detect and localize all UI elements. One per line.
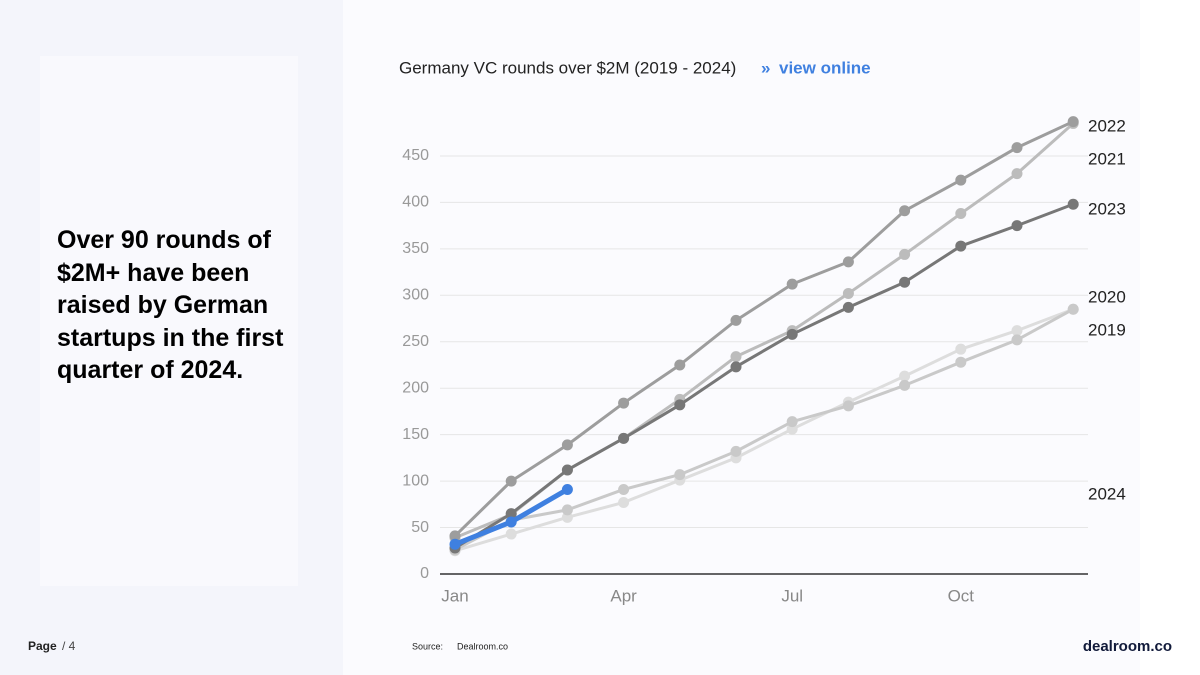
y-tick-label: 0	[420, 565, 429, 582]
point	[842, 400, 854, 412]
point	[955, 356, 967, 368]
side-panel	[0, 0, 343, 675]
x-tick-label: Oct	[948, 586, 975, 605]
point	[786, 278, 798, 290]
point	[1067, 116, 1079, 128]
point	[955, 343, 967, 355]
point	[899, 248, 911, 260]
point	[786, 328, 798, 340]
point	[1011, 168, 1023, 180]
point	[505, 528, 517, 540]
logo: dealroom.co	[1083, 638, 1172, 655]
point	[730, 351, 742, 363]
x-tick-label: Jul	[781, 586, 803, 605]
series-line	[454, 307, 1074, 552]
point	[674, 399, 686, 411]
y-tick-label: 50	[411, 519, 429, 536]
point	[786, 416, 798, 428]
point	[1011, 325, 1023, 337]
series-label: 2020	[1088, 287, 1126, 306]
series-line	[454, 202, 1074, 550]
point	[730, 314, 742, 326]
point	[955, 208, 967, 220]
point	[449, 530, 461, 542]
x-tick-label: Jan	[441, 586, 468, 605]
point	[674, 359, 686, 371]
series-label: 2019	[1088, 320, 1126, 339]
y-tick-label: 450	[402, 147, 429, 164]
point	[561, 439, 573, 451]
point	[1067, 303, 1079, 315]
point	[899, 205, 911, 217]
chart-title: Germany VC rounds over $2M (2019 - 2024)	[399, 58, 736, 77]
link-marker: »	[761, 58, 770, 77]
y-tick-label: 150	[402, 426, 429, 443]
series-label: 2021	[1088, 149, 1126, 168]
point	[505, 508, 517, 520]
point	[899, 379, 911, 391]
point	[842, 287, 854, 299]
side-card	[40, 56, 298, 586]
point	[449, 538, 461, 550]
point	[674, 469, 686, 481]
point	[730, 445, 742, 457]
point	[1011, 334, 1023, 346]
view-online-link[interactable]: view online	[779, 58, 871, 77]
x-tick-label: Apr	[610, 586, 637, 605]
point	[955, 174, 967, 186]
point	[955, 240, 967, 252]
page-label: Page	[28, 639, 57, 653]
point	[730, 361, 742, 373]
point	[561, 464, 573, 476]
y-tick-label: 250	[402, 333, 429, 350]
y-tick-label: 200	[402, 379, 429, 396]
point	[618, 496, 630, 508]
page-number: / 4	[62, 639, 76, 653]
y-tick-label: 400	[402, 194, 429, 211]
point	[1011, 142, 1023, 154]
point	[842, 301, 854, 313]
point	[1067, 198, 1079, 210]
source: Dealroom.co	[457, 641, 508, 651]
point	[842, 256, 854, 268]
point	[618, 432, 630, 444]
series-label: 2023	[1088, 199, 1126, 218]
plot: 0 50 100 150 200 250 300 350 400 450 Jan Apr Jul Oct 2…	[402, 116, 1126, 605]
y-tick-label: 350	[402, 240, 429, 257]
point	[561, 504, 573, 516]
headline: Over 90 rounds of $2M+ have been raised …	[57, 226, 284, 384]
point	[899, 276, 911, 288]
point	[1011, 220, 1023, 232]
point	[618, 483, 630, 495]
chart-bg	[343, 0, 1140, 675]
series-line	[453, 120, 1074, 537]
point	[505, 516, 517, 528]
point	[618, 397, 630, 409]
point	[561, 483, 573, 495]
series-label: 2024	[1088, 484, 1126, 503]
y-tick-label: 100	[402, 472, 429, 489]
y-tick-label: 300	[402, 287, 429, 304]
series-label: 2022	[1088, 116, 1126, 135]
point	[899, 370, 911, 382]
source-label: Source:	[412, 641, 443, 651]
series-line	[454, 307, 1074, 553]
point	[505, 475, 517, 487]
